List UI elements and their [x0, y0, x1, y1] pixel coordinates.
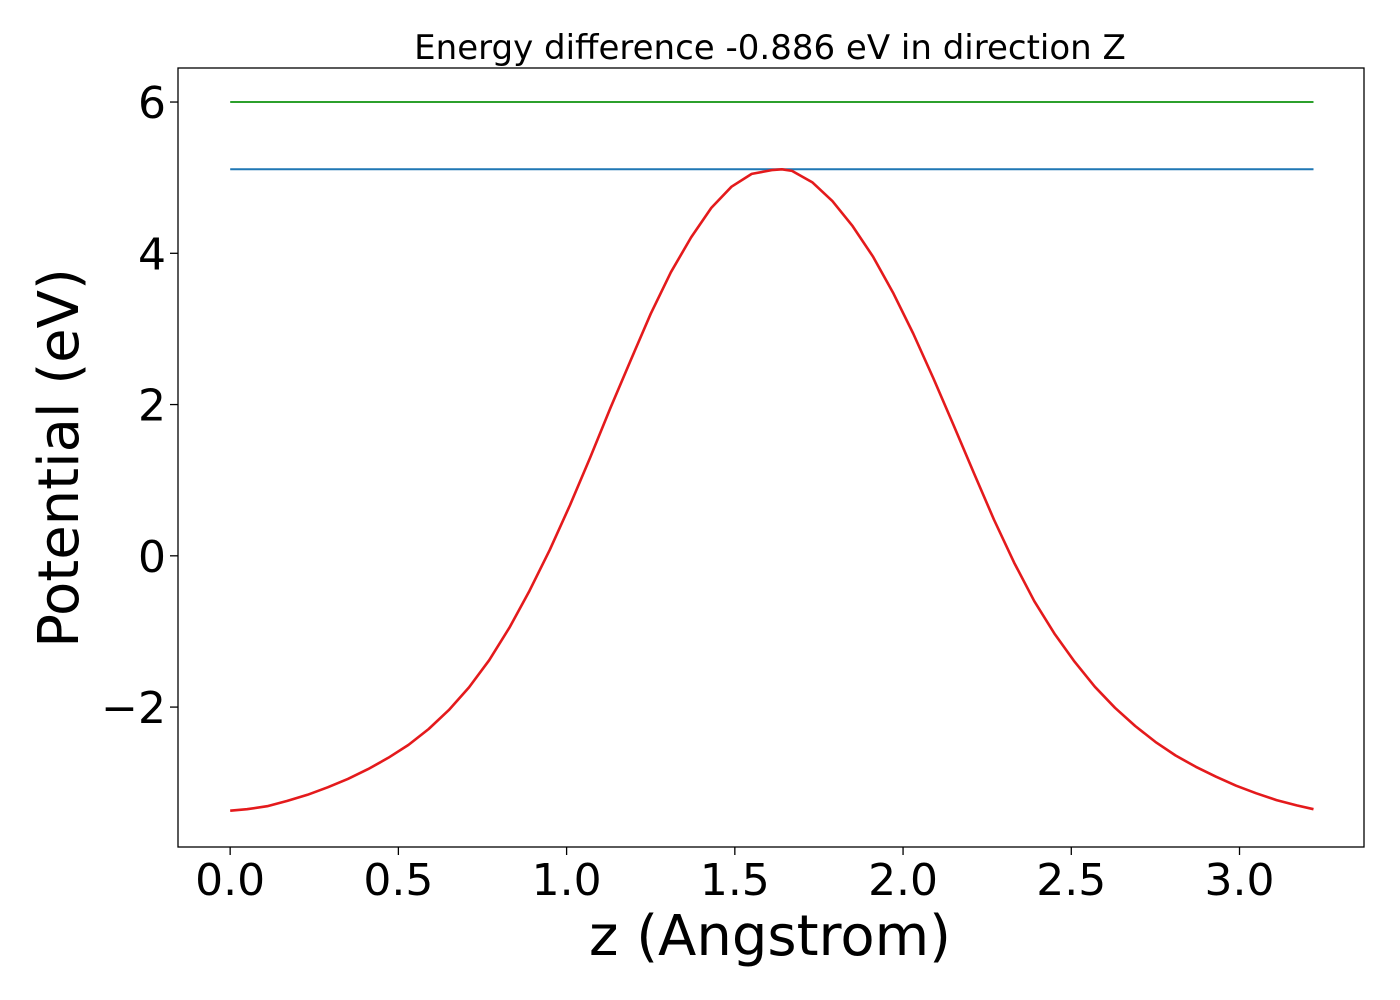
y-tick-label: −2 [101, 683, 166, 734]
y-axis-label: Potential (eV) [27, 268, 92, 648]
y-tick-label: 4 [138, 229, 166, 280]
chart-title: Energy difference -0.886 eV in direction… [414, 28, 1126, 68]
x-axis-label: z (Angstrom) [589, 904, 951, 969]
y-tick-label: 6 [138, 78, 166, 129]
plot-frame [177, 67, 1365, 848]
x-tick-label: 3.0 [1205, 855, 1275, 906]
x-tick-label: 1.0 [532, 855, 602, 906]
x-tick-label: 2.5 [1036, 855, 1106, 906]
x-tick-label: 2.0 [868, 855, 938, 906]
series-layer [230, 101, 1314, 812]
x-axis-ticks: 0.0 0.5 1.0 1.5 2.0 2.5 3.0 [195, 847, 1275, 906]
y-axis-ticks: −2 0 2 4 6 [101, 78, 178, 734]
x-tick-label: 0.0 [195, 855, 265, 906]
y-tick-label: 0 [138, 532, 166, 583]
x-tick-label: 1.5 [700, 855, 770, 906]
x-tick-label: 0.5 [363, 855, 433, 906]
y-tick-label: 2 [138, 381, 166, 432]
series-line-2 [230, 168, 1314, 812]
